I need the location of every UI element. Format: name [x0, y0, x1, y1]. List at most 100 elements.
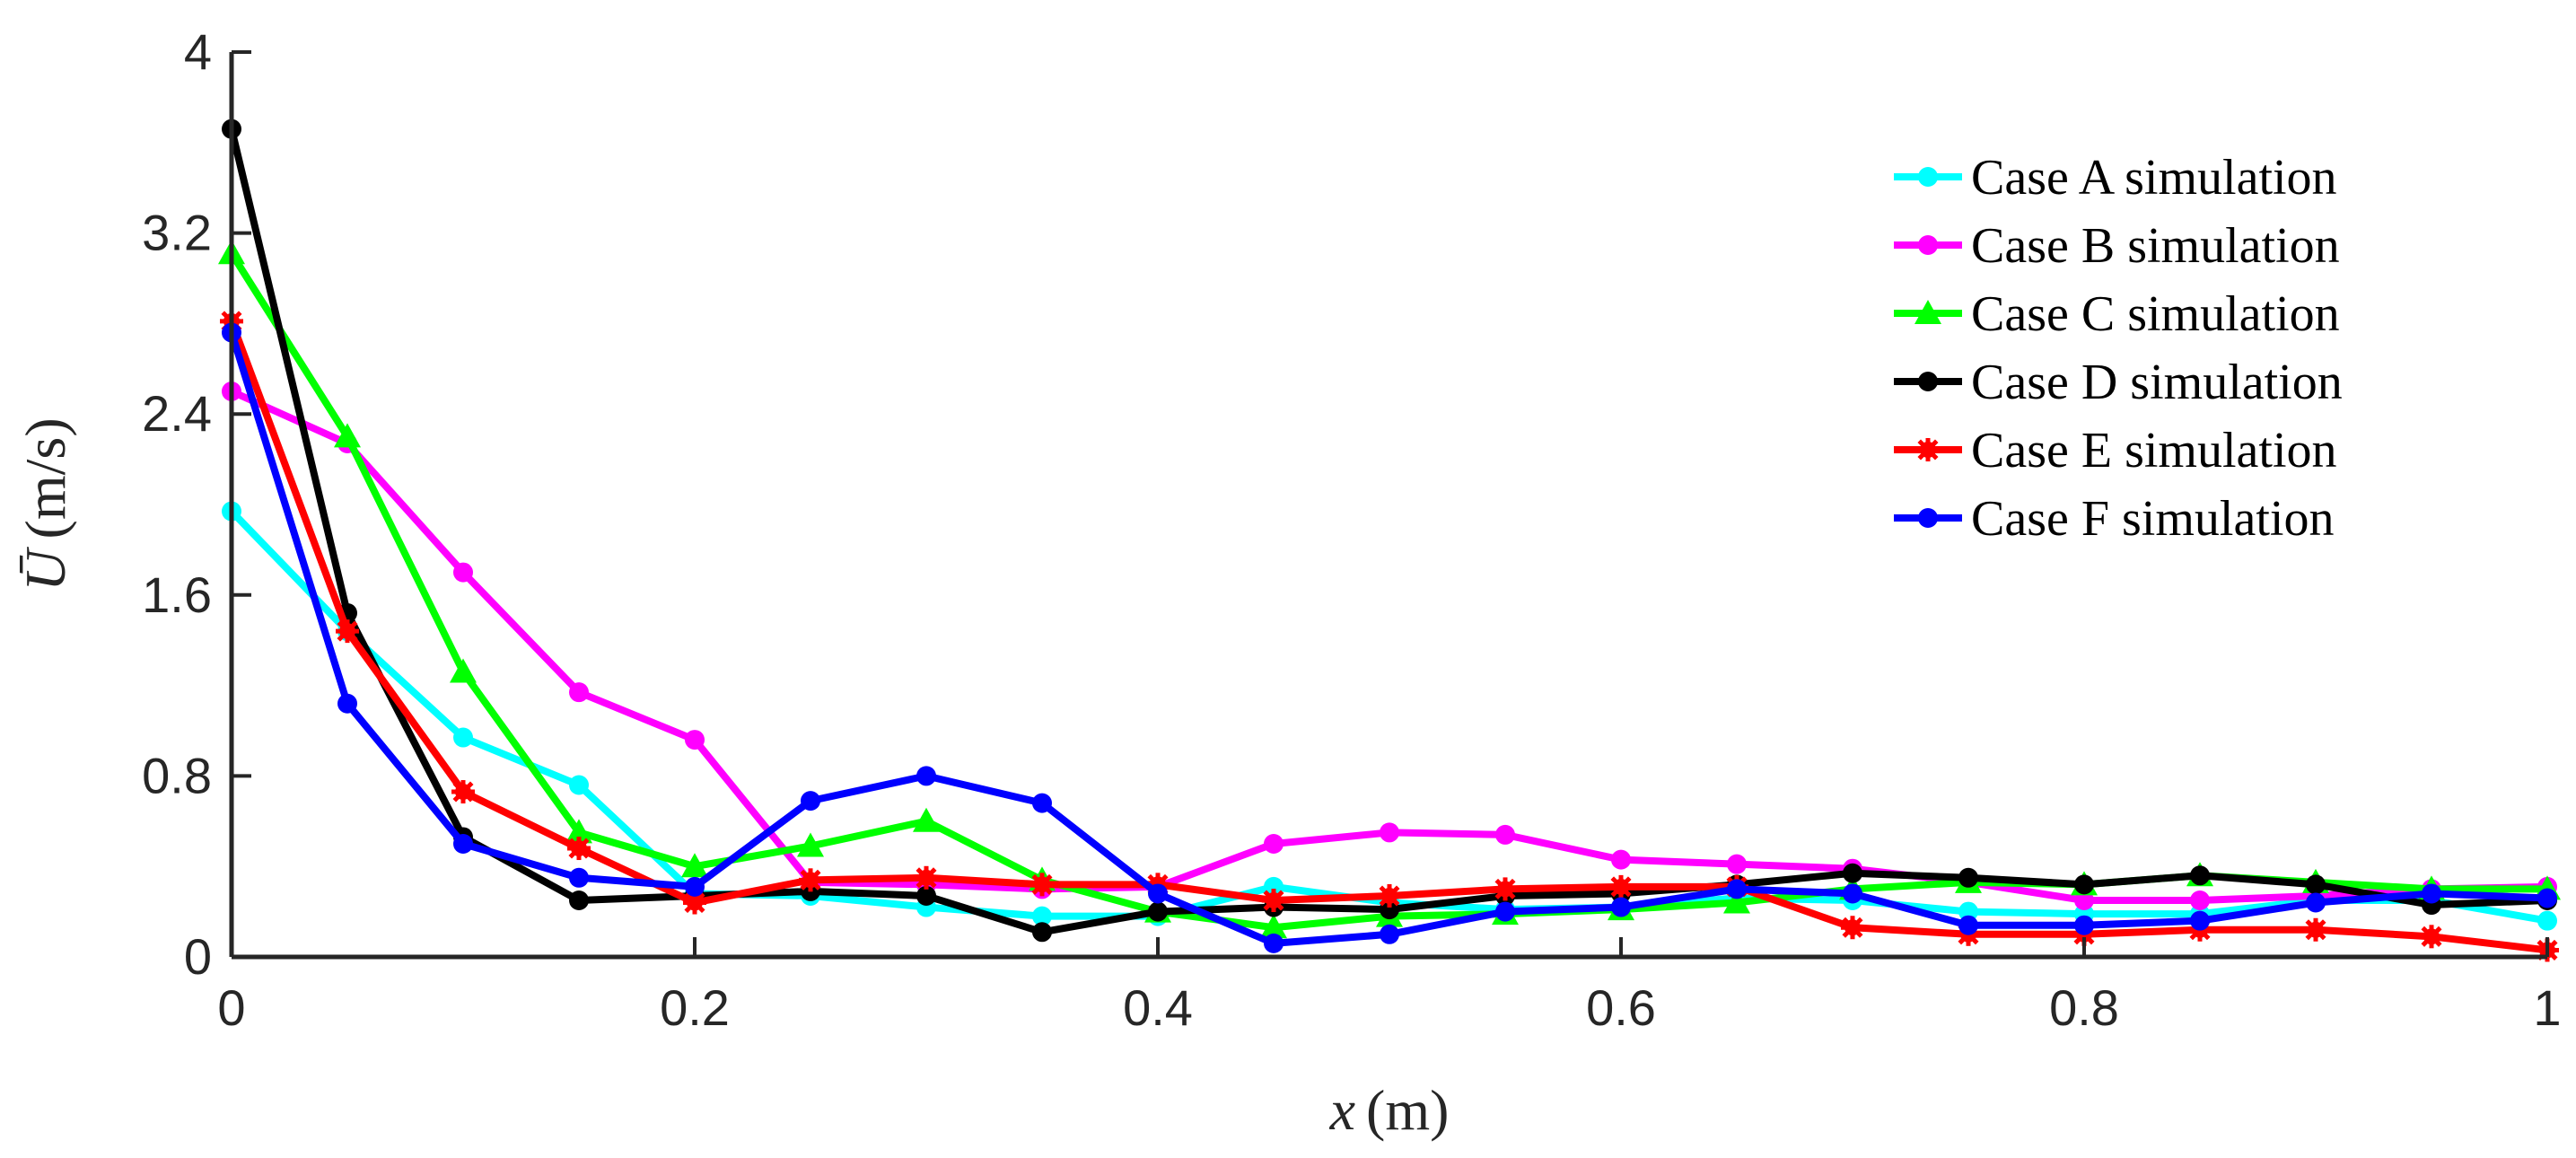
data-point	[453, 727, 473, 748]
data-point	[1495, 824, 1515, 845]
y-axis-label-unit: (m/s)	[13, 417, 77, 539]
data-point	[1611, 849, 1631, 870]
marker-stroke	[1917, 439, 1939, 461]
data-point	[1378, 883, 1401, 908]
data-point	[1958, 867, 1978, 888]
marker-shape	[1843, 863, 1862, 883]
data-point	[569, 682, 589, 703]
data-point	[1148, 901, 1168, 922]
data-point	[797, 832, 824, 857]
data-point	[1958, 901, 1978, 922]
marker-shape	[1032, 922, 1052, 943]
marker-shape	[1611, 849, 1631, 870]
marker-shape	[569, 682, 589, 703]
marker-stroke	[2305, 919, 2326, 941]
data-point	[1032, 922, 1052, 943]
data-point	[2190, 890, 2210, 910]
data-point	[569, 867, 589, 888]
data-point	[453, 562, 473, 583]
marker-stroke	[1842, 917, 1863, 938]
marker-stroke	[1494, 878, 1516, 899]
data-point	[1148, 883, 1168, 904]
data-point	[2074, 874, 2094, 895]
marker-shape	[1723, 889, 1750, 914]
data-point	[336, 619, 359, 644]
y-tick-label: 1.6	[142, 566, 212, 623]
legend-item: Case C simulation	[1894, 286, 2340, 342]
marker-stroke	[684, 892, 705, 914]
data-point	[1030, 873, 1054, 897]
marker-stroke	[1031, 873, 1053, 895]
marker-shape	[1495, 824, 1515, 845]
data-point	[2304, 917, 2327, 942]
marker-shape	[2074, 874, 2094, 895]
data-point	[1262, 889, 1285, 912]
marker-shape	[2074, 890, 2094, 910]
data-point	[569, 890, 589, 910]
x-tick-label: 0.8	[2049, 979, 2119, 1036]
marker-shape	[1958, 915, 1978, 935]
data-point	[916, 766, 936, 786]
legend-item: Case B simulation	[1894, 218, 2340, 274]
x-tick-label: 0.2	[660, 979, 730, 1036]
marker-shape	[1380, 924, 1399, 944]
marker-stroke	[1263, 890, 1284, 911]
marker-shape	[801, 791, 820, 811]
series-f	[222, 322, 2557, 953]
marker-shape	[450, 658, 477, 683]
marker-shape	[1914, 300, 1941, 324]
x-axis-label-unit: (m)	[1366, 1078, 1449, 1142]
data-point	[1264, 933, 1284, 953]
legend-item: Case E simulation	[1894, 423, 2337, 478]
legend: Case A simulation Case B simulation Case C…	[1894, 150, 2343, 547]
y-tick-label: 2.4	[142, 385, 212, 442]
data-point	[1380, 899, 1399, 920]
data-point	[2422, 883, 2441, 904]
marker-shape	[2306, 874, 2326, 895]
marker-shape	[1958, 901, 1978, 922]
marker-stroke	[568, 838, 590, 859]
marker-shape	[1918, 235, 1938, 255]
y-axis-label-variable: Ū	[13, 547, 77, 592]
data-point	[1032, 793, 1052, 813]
legend-swatch-marker	[1914, 300, 1941, 324]
data-point	[2306, 892, 2326, 913]
legend-swatch-marker	[1916, 438, 1940, 461]
legend-label: Case B simulation	[1971, 218, 2340, 274]
marker-shape	[1264, 876, 1284, 897]
data-point	[685, 876, 705, 897]
marker-stroke	[1379, 885, 1400, 907]
marker-shape	[1148, 901, 1168, 922]
marker-shape	[2190, 910, 2210, 931]
marker-stroke	[2421, 926, 2442, 947]
data-point	[1727, 854, 1747, 874]
data-point	[1495, 901, 1515, 922]
data-point	[1609, 874, 1633, 899]
legend-swatch-marker	[1918, 508, 1938, 528]
data-point	[334, 423, 361, 448]
marker-shape	[685, 730, 705, 750]
axes-layer: 0 0.2 0.4 0.6 0.8 1 0 0.8 1.6 2.4 3.2 4	[142, 23, 2561, 1036]
marker-shape	[685, 876, 705, 897]
legend-label: Case A simulation	[1971, 150, 2337, 206]
marker-shape	[1380, 899, 1399, 920]
marker-shape	[337, 693, 357, 714]
marker-shape	[1611, 897, 1631, 917]
data-point	[915, 865, 938, 890]
x-axis-label: x (m)	[1329, 1078, 1450, 1142]
marker-shape	[913, 807, 940, 832]
marker-shape	[2190, 865, 2210, 886]
data-point	[801, 791, 820, 811]
marker-shape	[453, 562, 473, 583]
data-point	[913, 807, 940, 832]
data-point	[450, 658, 477, 683]
data-point	[1264, 876, 1284, 897]
data-point	[1723, 889, 1750, 914]
marker-shape	[2074, 915, 2094, 935]
data-point	[2074, 915, 2094, 935]
x-tick-label: 0	[217, 979, 245, 1036]
marker-stroke	[452, 781, 474, 803]
legend-item: Case F simulation	[1894, 491, 2334, 547]
